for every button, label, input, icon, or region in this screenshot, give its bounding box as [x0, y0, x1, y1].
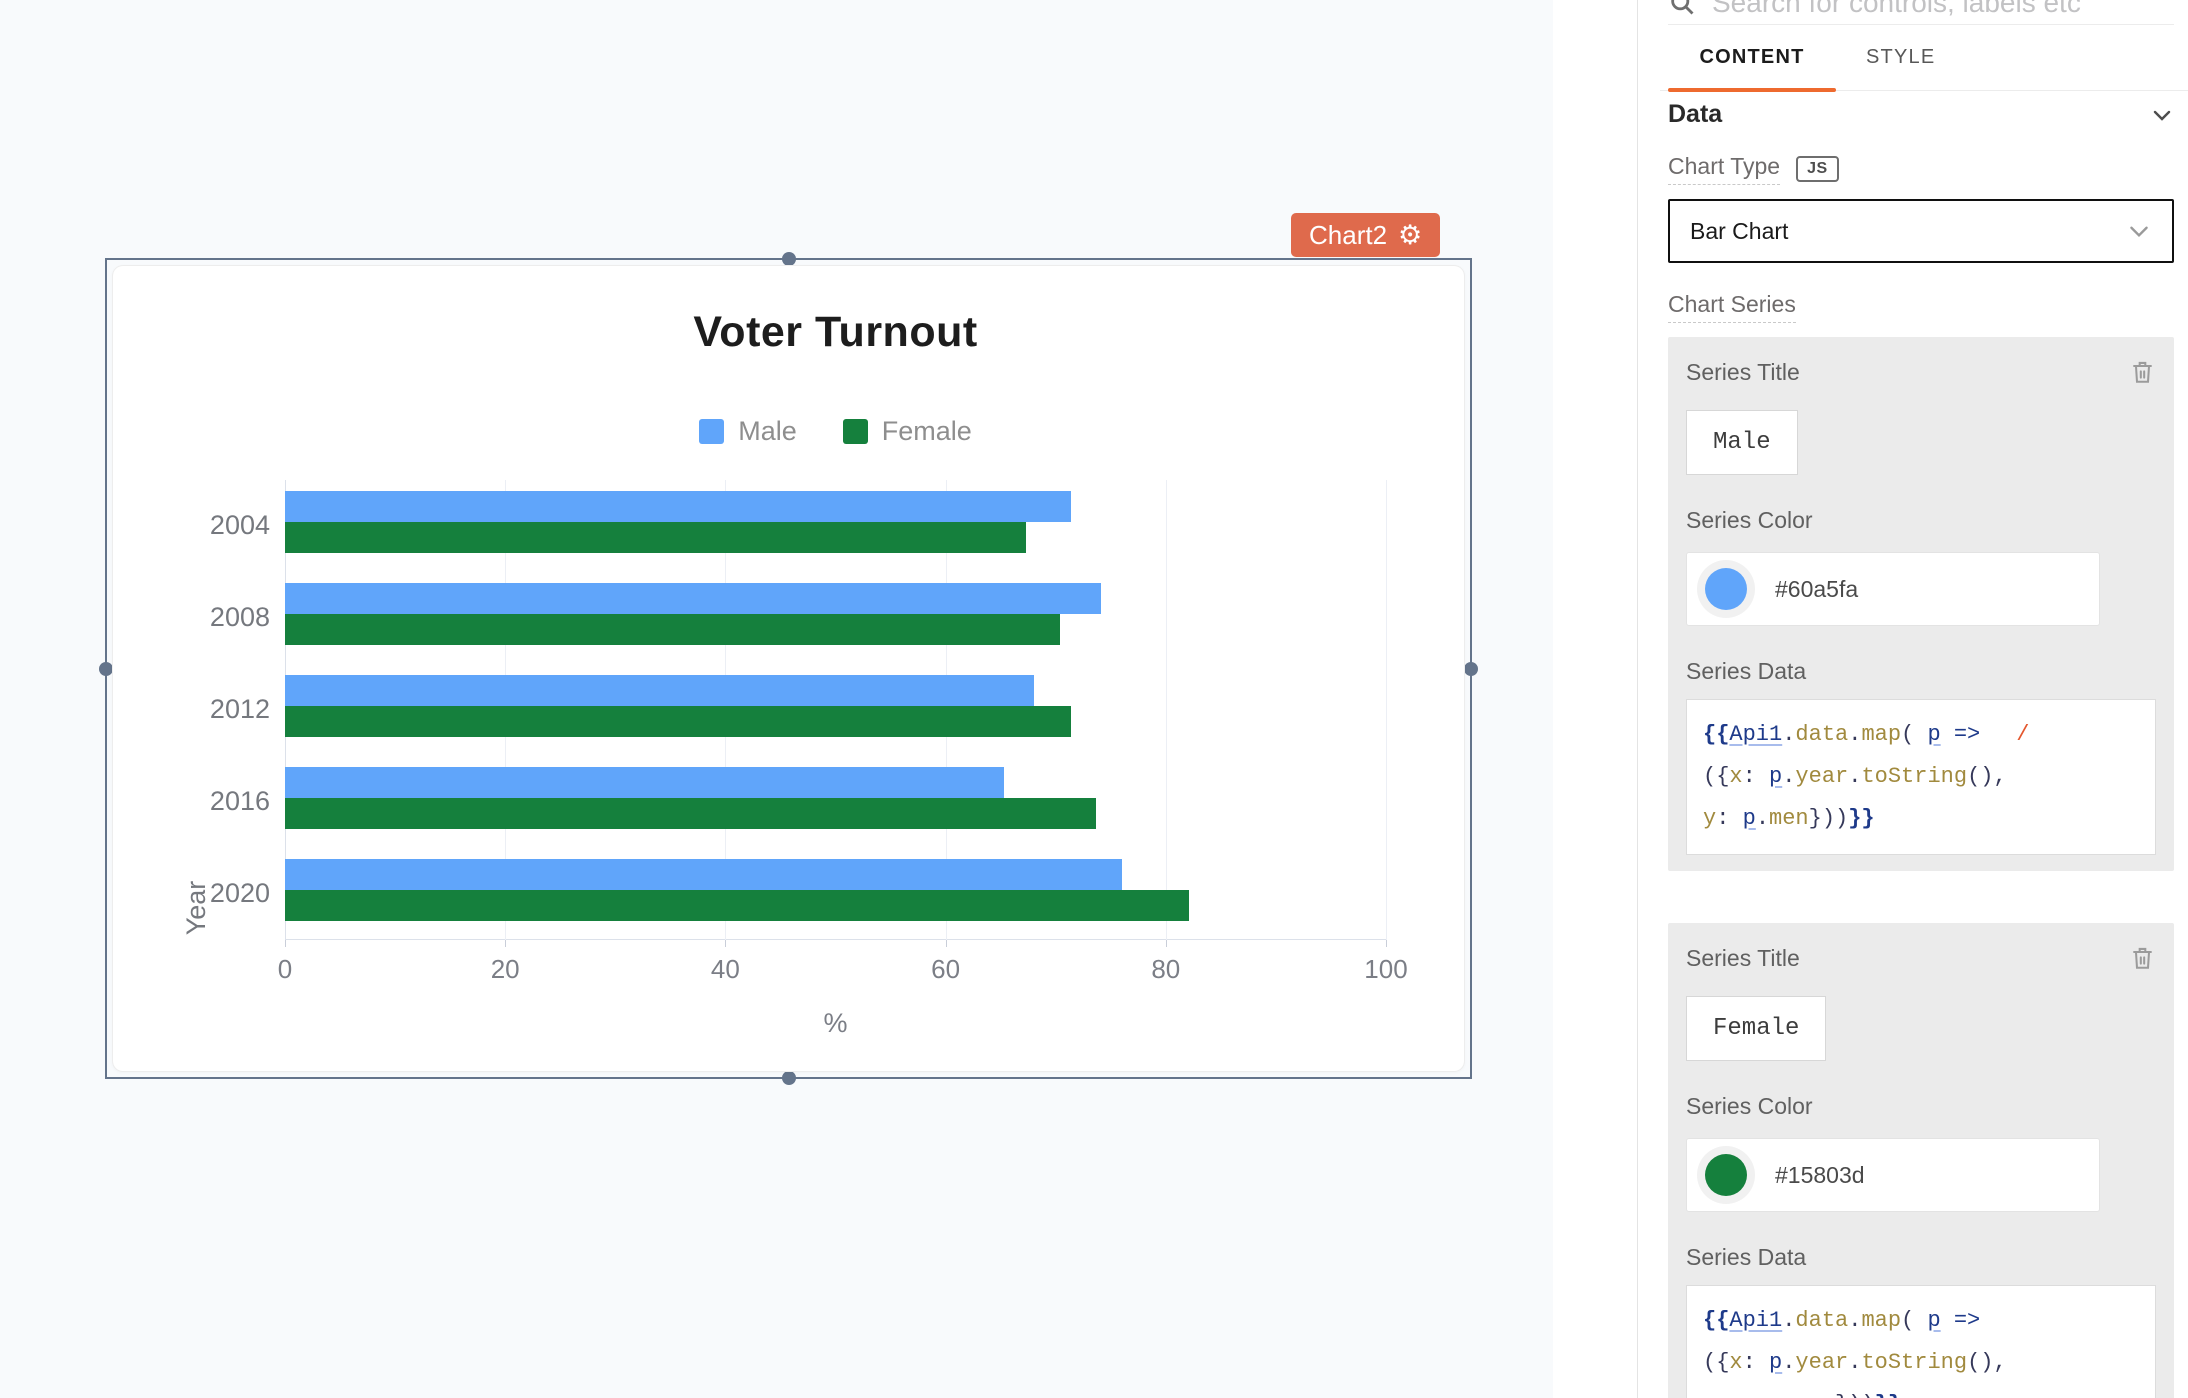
gear-icon[interactable]: ⚙ [1398, 219, 1423, 250]
chart-plot: % Year 0 20 40 60 80 100 2004 2008 2012 2016 2020 [181, 480, 1408, 1038]
x-tick-label: 20 [490, 954, 520, 984]
axis-tick [1165, 940, 1167, 947]
x-axis-line [285, 939, 1386, 940]
series-title-label: Series Title [1686, 945, 1800, 971]
tab-content[interactable]: CONTENT [1668, 25, 1836, 92]
property-search[interactable]: Search for controls, labels etc [1668, 0, 2174, 25]
legend-swatch [699, 419, 725, 444]
series-color-input[interactable]: #15803d [1686, 1138, 2100, 1212]
delete-series-button[interactable] [2129, 945, 2156, 972]
y-tick-label: 2012 [209, 694, 270, 724]
tab-style[interactable]: STYLE [1866, 46, 1936, 68]
x-tick-label: 100 [1364, 954, 1408, 984]
bar-male-2020 [285, 859, 1122, 890]
series-color-label: Series Color [1686, 1093, 1813, 1119]
legend-swatch [842, 419, 868, 444]
bar-female-2008 [285, 614, 1061, 645]
chart-card: Voter Turnout Male Female % Year 0 20 40 60 8… [113, 266, 1464, 1071]
chart-type-row: Chart Type JS [1668, 153, 2174, 185]
axis-tick [945, 940, 947, 947]
series-data-label: Series Data [1686, 658, 1807, 684]
editor-canvas[interactable]: Chart2 ⚙ Voter Turnout Male Female % Year… [0, 0, 1553, 1398]
x-tick-label: 0 [277, 954, 293, 984]
delete-series-button[interactable] [2129, 359, 2156, 386]
chart-type-select[interactable]: Bar Chart [1668, 199, 2174, 263]
resize-handle-top[interactable] [781, 252, 796, 266]
legend-item[interactable]: Male [699, 416, 797, 447]
axis-tick [1386, 940, 1387, 947]
x-axis-label: % [823, 1008, 848, 1038]
trash-icon [2133, 947, 2152, 969]
bar-male-2012 [285, 675, 1034, 706]
axis-tick [725, 940, 727, 947]
bar-female-2016 [285, 798, 1097, 829]
property-pane: Search for controls, labels etc CONTENT … [1637, 0, 2188, 1398]
widget-name-badge[interactable]: Chart2 ⚙ [1291, 213, 1441, 257]
bar-female-2012 [285, 706, 1072, 737]
legend-label: Male [738, 416, 797, 446]
y-tick-label: 2004 [209, 510, 270, 540]
x-tick-label: 80 [1151, 954, 1181, 984]
x-tick-label: 60 [931, 954, 961, 984]
bar-female-2020 [285, 890, 1189, 921]
data-section-header[interactable]: Data [1668, 100, 2174, 129]
chart-widget[interactable]: Voter Turnout Male Female % Year 0 20 40 60 8… [99, 252, 1478, 1085]
axis-tick [505, 940, 507, 947]
y-tick-label: 2008 [209, 602, 270, 632]
trash-icon [2133, 361, 2152, 383]
bar-male-2016 [285, 767, 1004, 798]
color-swatch[interactable] [1705, 1154, 1747, 1196]
widget-name-label: Chart2 [1309, 219, 1388, 250]
section-title: Data [1668, 100, 1723, 128]
bar-female-2004 [285, 522, 1026, 553]
series-color-label: Series Color [1686, 507, 1813, 533]
series-card-2: Series Title Female Series Color #15803d… [1668, 923, 2174, 1398]
color-hex-value: #15803d [1775, 1161, 1865, 1188]
color-swatch[interactable] [1705, 568, 1747, 610]
pane-tabs: CONTENT STYLE [1660, 25, 2188, 92]
series-color-input[interactable]: #60a5fa [1686, 552, 2100, 626]
series-title-label: Series Title [1686, 359, 1800, 385]
resize-handle-left[interactable] [99, 661, 113, 676]
x-tick-label: 40 [710, 954, 740, 984]
chevron-down-icon[interactable] [2150, 103, 2174, 127]
series-title-input[interactable]: Female [1686, 996, 1827, 1061]
color-hex-value: #60a5fa [1775, 575, 1859, 602]
search-placeholder: Search for controls, labels etc [1712, 0, 2081, 18]
series-data-label: Series Data [1686, 1244, 1807, 1270]
chart-title: Voter Turnout [693, 308, 978, 356]
chart-type-label: Chart Type [1668, 153, 1781, 185]
gridline [1386, 480, 1387, 940]
chart-type-value: Bar Chart [1690, 217, 1789, 244]
axis-tick [285, 940, 286, 947]
series-data-input[interactable]: {{Api1.data.map( p => ({x: p.year.toStrin… [1686, 1285, 2156, 1398]
chevron-down-icon [2130, 226, 2148, 238]
series-title-input[interactable]: Male [1686, 410, 1798, 475]
chart-legend: Male Female [285, 416, 1386, 447]
bar-male-2008 [285, 583, 1101, 614]
series-data-input[interactable]: {{Api1.data.map( p => / ({x: p.year.toStri… [1686, 699, 2156, 855]
search-icon [1671, 0, 1694, 15]
y-tick-label: 2016 [209, 786, 270, 816]
series-card-1: Series Title Male Series Color #60a5fa S… [1668, 337, 2174, 871]
resize-handle-bottom[interactable] [781, 1071, 796, 1085]
y-tick-label: 2020 [209, 878, 270, 908]
resize-handle-right[interactable] [1464, 661, 1478, 676]
chart-series-label: Chart Series [1668, 291, 1796, 323]
gridline [1165, 480, 1167, 940]
legend-label: Female [881, 416, 972, 446]
bar-male-2004 [285, 491, 1072, 522]
js-toggle-button[interactable]: JS [1796, 156, 1839, 182]
legend-item[interactable]: Female [842, 416, 972, 447]
